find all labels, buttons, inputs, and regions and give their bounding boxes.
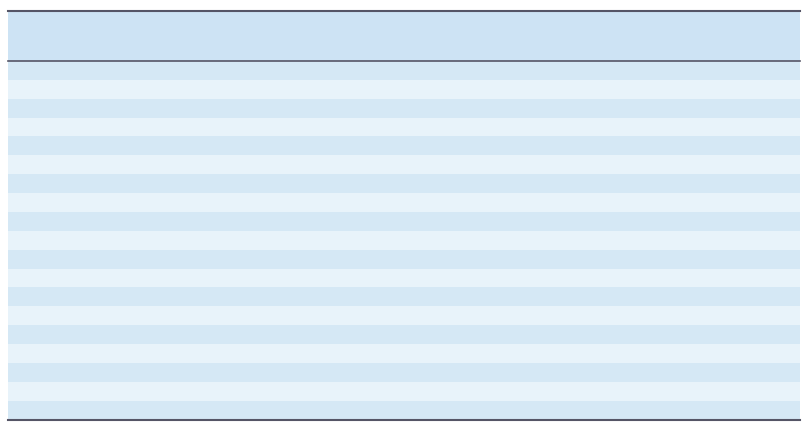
Text: Nondiabetic patients
(n = 212): Nondiabetic patients (n = 212) — [419, 25, 550, 47]
Text: 4 (2–8): 4 (2–8) — [467, 198, 503, 207]
Text: p value: p value — [699, 31, 745, 41]
Text: 0 (0%): 0 (0%) — [610, 330, 644, 340]
Text: 145 (68.4%): 145 (68.4%) — [453, 84, 516, 94]
Text: Comorbidities, n (%): Comorbidities, n (%) — [11, 103, 116, 113]
Text: Male sex, n (%): Male sex, n (%) — [11, 84, 91, 94]
Text: 36 (13.2%): 36 (13.2%) — [598, 178, 655, 189]
Text: 102.1 ± 19.9: 102.1 ± 19.9 — [451, 386, 518, 396]
Text: 156.9 ± 67.3: 156.9 ± 67.3 — [593, 386, 661, 396]
Text: 346 (71.5%): 346 (71.5%) — [319, 122, 381, 132]
Text: HbA1c, mean ± SD, %: HbA1c, mean ± SD, % — [11, 405, 126, 415]
Text: 67.9 ± 13.7: 67.9 ± 13.7 — [320, 65, 381, 75]
Text: 77 (28.3%): 77 (28.3%) — [598, 273, 655, 283]
Text: 132 (62.3%): 132 (62.3%) — [453, 122, 516, 132]
Text: 1 (1–3): 1 (1–3) — [609, 216, 645, 226]
Text: 8.0 ± 1.8: 8.0 ± 1.8 — [603, 405, 650, 415]
Text: Total patients
(n = 484): Total patients (n = 484) — [308, 25, 393, 47]
Text: 147 (30.4%): 147 (30.4%) — [319, 160, 381, 170]
Text: 175.5 ± 86.8: 175.5 ± 86.8 — [316, 367, 384, 377]
Text: Cardioembolism: Cardioembolism — [26, 311, 109, 321]
Text: <0.001*: <0.001* — [699, 405, 742, 415]
Text: 69 (32.5%): 69 (32.5%) — [456, 292, 513, 302]
Text: N.A.: N.A. — [699, 141, 721, 151]
Text: Hyperlipidemia: Hyperlipidemia — [26, 160, 104, 170]
Text: 0.972: 0.972 — [699, 198, 728, 207]
Text: 1 (1–2): 1 (1–2) — [467, 216, 503, 226]
Text: 84 (30.9%): 84 (30.9%) — [598, 348, 655, 359]
Text: 12 (5.7%): 12 (5.7%) — [459, 311, 510, 321]
Text: 0.635: 0.635 — [699, 160, 728, 170]
Text: 315 (65.1%): 315 (65.1%) — [319, 84, 381, 94]
Text: 14 (5.1%): 14 (5.1%) — [601, 311, 652, 321]
Text: 5.8 ± 0.4: 5.8 ± 0.4 — [461, 405, 508, 415]
Text: 211.4 ± 97.6: 211.4 ± 97.6 — [593, 367, 660, 377]
Text: 48 (22.6%): 48 (22.6%) — [456, 235, 513, 245]
Text: 129.5 ± 34.8: 129.5 ± 34.8 — [451, 367, 518, 377]
Text: 272 (56.2%): 272 (56.2%) — [319, 141, 381, 151]
Text: 132.9 ± 58.7: 132.9 ± 58.7 — [316, 386, 384, 396]
Text: 7.0 ± 1.8: 7.0 ± 1.8 — [326, 405, 374, 415]
Text: Undetermined etiology: Undetermined etiology — [26, 348, 144, 359]
Text: Admission random glucose, mean ± SD, mg/dL: Admission random glucose, mean ± SD, mg/… — [11, 367, 253, 377]
Text: 0 (0%): 0 (0%) — [467, 141, 502, 151]
Text: Diabetes: Diabetes — [26, 141, 71, 151]
Text: <0.001*: <0.001* — [699, 367, 742, 377]
Text: Large artery atherosclerosis: Large artery atherosclerosis — [26, 273, 170, 283]
Text: Diabetic patients
(n = 272): Diabetic patients (n = 272) — [573, 25, 680, 47]
Text: 0.654: 0.654 — [699, 216, 728, 226]
Text: NIHSS at admission, median (IQR): NIHSS at admission, median (IQR) — [11, 198, 186, 207]
Text: 97 (35.7%): 97 (35.7%) — [598, 292, 655, 302]
Text: 74 (34.9%): 74 (34.9%) — [456, 348, 513, 359]
Text: <0.001*: <0.001* — [699, 386, 742, 396]
Text: 166 (34.3%): 166 (34.3%) — [319, 292, 381, 302]
Text: <0.001*: <0.001* — [699, 122, 742, 132]
Text: 74 (15.3%): 74 (15.3%) — [322, 178, 378, 189]
Text: 0.155: 0.155 — [699, 178, 728, 189]
Text: 56 (26.4%): 56 (26.4%) — [456, 273, 513, 283]
Text: Atrial fibrillation: Atrial fibrillation — [26, 178, 108, 189]
Text: 1 (1–2): 1 (1–2) — [332, 216, 368, 226]
Text: 1 (0.5%): 1 (0.5%) — [463, 330, 507, 340]
Text: Other determined etiology: Other determined etiology — [26, 330, 163, 340]
Text: 85 (31.2%): 85 (31.2%) — [598, 160, 655, 170]
Text: Stroke etiology subtypes, n (%): Stroke etiology subtypes, n (%) — [11, 254, 173, 264]
Text: Age, mean ± SD, years: Age, mean ± SD, years — [11, 65, 131, 75]
Text: 1 (0.2%): 1 (0.2%) — [328, 330, 372, 340]
Text: Small artery occlusion: Small artery occlusion — [26, 292, 140, 302]
Text: 0.658: 0.658 — [699, 254, 728, 264]
Text: 212 (100%): 212 (100%) — [597, 141, 657, 151]
Text: 70 (25.7%): 70 (25.7%) — [599, 235, 655, 245]
Text: 0.432: 0.432 — [699, 235, 728, 245]
Text: 4 (2–7): 4 (2–7) — [609, 198, 645, 207]
Text: 69.5 ± 12.2: 69.5 ± 12.2 — [597, 65, 657, 75]
Text: Hypertension: Hypertension — [26, 122, 95, 132]
Text: 38 (17.9%): 38 (17.9%) — [456, 178, 513, 189]
Text: 118 (24.4%): 118 (24.4%) — [319, 235, 381, 245]
Text: mRS at 3 months, median (IQR): mRS at 3 months, median (IQR) — [11, 216, 175, 226]
Text: 214 (78.7%): 214 (78.7%) — [595, 122, 658, 132]
Text: 0.004*: 0.004* — [699, 65, 734, 75]
Text: 158 (32.6%): 158 (32.6%) — [319, 348, 381, 359]
Text: 170 (62.5%): 170 (62.5%) — [596, 84, 658, 94]
Text: 65.9 ± 15.3: 65.9 ± 15.3 — [454, 65, 515, 75]
Text: 133 (27.5%): 133 (27.5%) — [319, 273, 381, 283]
Text: 0.177: 0.177 — [699, 84, 728, 94]
Text: Fasting glucose, mean ± SD, mg/dL: Fasting glucose, mean ± SD, mg/dL — [11, 386, 194, 396]
Text: 26 (5.4%): 26 (5.4%) — [325, 311, 375, 321]
Text: 62 (29.2%): 62 (29.2%) — [456, 160, 513, 170]
Text: 4 (2–8): 4 (2–8) — [332, 198, 368, 207]
Text: Poor neurological outcome, n (%): Poor neurological outcome, n (%) — [11, 235, 182, 245]
